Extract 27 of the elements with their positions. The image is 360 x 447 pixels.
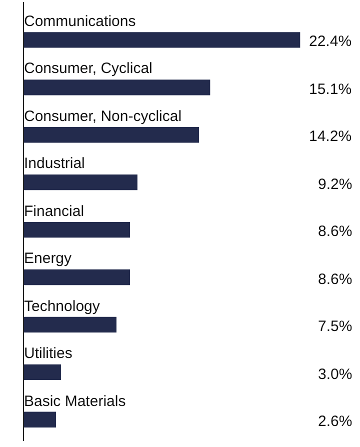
bar bbox=[24, 364, 61, 380]
data-label: 22.4% bbox=[309, 33, 352, 50]
y-tick-label: Technology bbox=[24, 298, 100, 315]
data-label: 8.6% bbox=[318, 271, 352, 288]
y-tick-label: Energy bbox=[24, 250, 72, 267]
bar bbox=[24, 32, 300, 48]
data-label: 3.0% bbox=[318, 366, 352, 383]
y-tick-label: Communications bbox=[24, 13, 136, 30]
y-tick-label: Basic Materials bbox=[24, 393, 126, 410]
bar bbox=[24, 412, 56, 428]
data-label: 7.5% bbox=[318, 318, 352, 335]
y-tick-label: Industrial bbox=[24, 155, 85, 172]
y-tick-label: Consumer, Non-cyclical bbox=[24, 108, 182, 125]
bar bbox=[24, 80, 210, 96]
bar bbox=[24, 222, 130, 238]
data-label: 8.6% bbox=[318, 223, 352, 240]
data-label: 2.6% bbox=[318, 413, 352, 430]
bar bbox=[24, 174, 138, 190]
bar bbox=[24, 127, 200, 143]
data-label: 14.2% bbox=[309, 128, 352, 145]
y-tick-label: Financial bbox=[24, 203, 84, 220]
data-label: 15.1% bbox=[309, 81, 352, 98]
data-label: 9.2% bbox=[318, 176, 352, 193]
bar bbox=[24, 269, 130, 286]
y-tick-label: Consumer, Cyclical bbox=[24, 60, 152, 77]
bar bbox=[24, 316, 116, 333]
y-tick-label: Utilities bbox=[24, 345, 72, 362]
